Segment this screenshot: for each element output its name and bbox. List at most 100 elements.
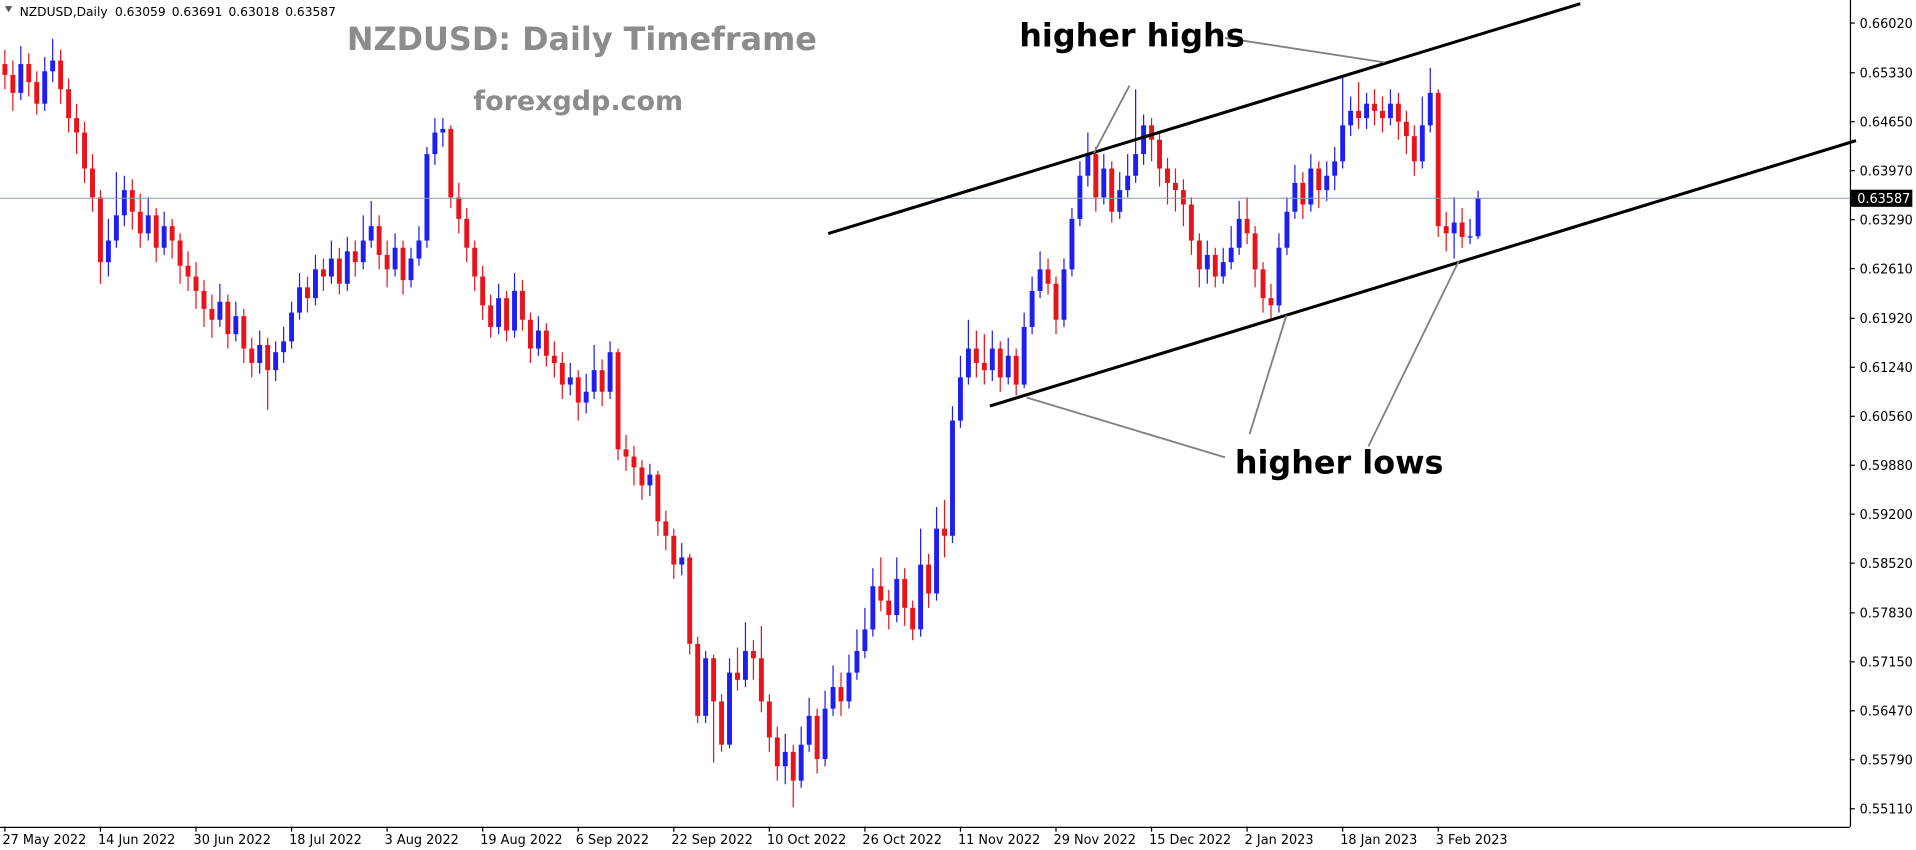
- y-tick-label: 0.61920: [1860, 312, 1913, 327]
- candle-body: [647, 474, 653, 486]
- candle-body: [1340, 125, 1346, 162]
- candle-body: [424, 154, 430, 241]
- y-tick-label: 0.63970: [1860, 165, 1913, 180]
- candle-body: [352, 251, 358, 263]
- candle-body: [400, 247, 406, 281]
- candle-body: [703, 658, 709, 716]
- candle-body: [1109, 168, 1115, 212]
- y-tick-label: 0.56470: [1860, 705, 1913, 720]
- candle-body: [997, 348, 1003, 378]
- high-value: 0.63691: [172, 5, 223, 19]
- lower-channel-line: [989, 139, 1857, 408]
- candle-body: [1348, 110, 1354, 126]
- candle-body: [1252, 233, 1258, 270]
- candle-body: [918, 564, 924, 630]
- candle-body: [1196, 240, 1202, 270]
- candle-body: [559, 362, 565, 385]
- candle-body: [1356, 110, 1362, 119]
- candle-body: [1093, 154, 1099, 198]
- candle-body: [66, 89, 72, 119]
- candle-body: [328, 258, 334, 277]
- candle-body: [1141, 125, 1147, 155]
- x-tick-label: 22 Sep 2022: [671, 833, 752, 848]
- annotation: higher lows: [1235, 443, 1444, 481]
- current-price-box: [1851, 189, 1913, 207]
- candle-body: [973, 348, 979, 363]
- candle-body: [1292, 182, 1298, 212]
- candle-body: [727, 672, 732, 745]
- candle-body: [623, 449, 629, 457]
- candle-body: [448, 128, 454, 198]
- candle-body: [806, 715, 812, 745]
- candle-body: [790, 751, 796, 781]
- candle-body: [766, 701, 772, 738]
- candle-body: [1284, 211, 1290, 248]
- candle-body: [758, 658, 764, 702]
- pointer-line: [1224, 37, 1385, 64]
- candle-body: [1244, 218, 1250, 234]
- candle-body: [1300, 182, 1306, 205]
- candle-body: [965, 348, 971, 378]
- candle-body: [1332, 161, 1338, 176]
- y-tick-label: 0.61240: [1860, 361, 1913, 376]
- candle-body: [1308, 168, 1314, 205]
- x-tick-label: 30 Jun 2022: [194, 833, 271, 848]
- candle-body: [464, 218, 470, 248]
- candle-body: [1387, 103, 1393, 119]
- x-tick-label: 27 May 2022: [2, 833, 86, 848]
- candle-body: [145, 215, 151, 234]
- candle-body: [1419, 125, 1425, 162]
- candle-body: [217, 301, 223, 320]
- candle-body: [1443, 226, 1449, 234]
- close-value: 0.63587: [285, 5, 336, 19]
- candle-body: [735, 672, 740, 680]
- candle-body: [169, 226, 175, 241]
- candle-body: [750, 651, 756, 659]
- y-tick-label: 0.64650: [1860, 116, 1913, 131]
- candle-body: [886, 600, 892, 616]
- candle-body: [854, 651, 860, 673]
- candle-body: [1013, 355, 1019, 385]
- candle-body: [862, 629, 868, 652]
- candle-body: [488, 305, 494, 327]
- y-tick-label: 0.57830: [1860, 607, 1913, 622]
- candle-body: [687, 557, 693, 644]
- x-tick-label: 3 Feb 2023: [1436, 833, 1508, 848]
- candle-body: [591, 370, 597, 392]
- x-tick-label: 11 Nov 2022: [958, 833, 1040, 848]
- candle-body: [942, 528, 947, 536]
- candle-body: [1395, 103, 1401, 122]
- candle-body: [671, 535, 677, 565]
- candle-body: [989, 348, 995, 371]
- candle-body: [480, 276, 486, 306]
- candle-body: [846, 672, 852, 702]
- candle-body: [1260, 269, 1266, 299]
- candle-body: [440, 128, 446, 133]
- candle-body: [98, 197, 103, 263]
- candle-body: [814, 715, 820, 760]
- y-tick-label: 0.55110: [1860, 803, 1913, 818]
- pointer-line: [1367, 260, 1460, 447]
- y-tick-label: 0.63290: [1860, 214, 1913, 229]
- candle-body: [1172, 182, 1178, 191]
- candle-body: [607, 352, 613, 392]
- candle-body: [384, 254, 390, 270]
- x-tick-label: 10 Oct 2022: [767, 833, 846, 848]
- candle-body: [719, 701, 725, 745]
- candle-body: [392, 247, 398, 270]
- candle-body: [1276, 247, 1282, 306]
- candle-body: [950, 420, 955, 536]
- candle-body: [615, 352, 621, 450]
- y-tick-label: 0.59880: [1860, 459, 1913, 474]
- candle-body: [583, 391, 589, 403]
- candle-body: [1149, 125, 1155, 140]
- candle-body: [870, 586, 876, 630]
- candle-body: [233, 316, 239, 335]
- candle-body: [711, 658, 717, 702]
- candle-body: [209, 308, 215, 320]
- open-value: 0.63059: [115, 5, 166, 19]
- header-icon: [4, 6, 13, 13]
- candle-body: [432, 132, 438, 155]
- candle-body: [1372, 103, 1377, 111]
- candle-body: [1165, 168, 1170, 183]
